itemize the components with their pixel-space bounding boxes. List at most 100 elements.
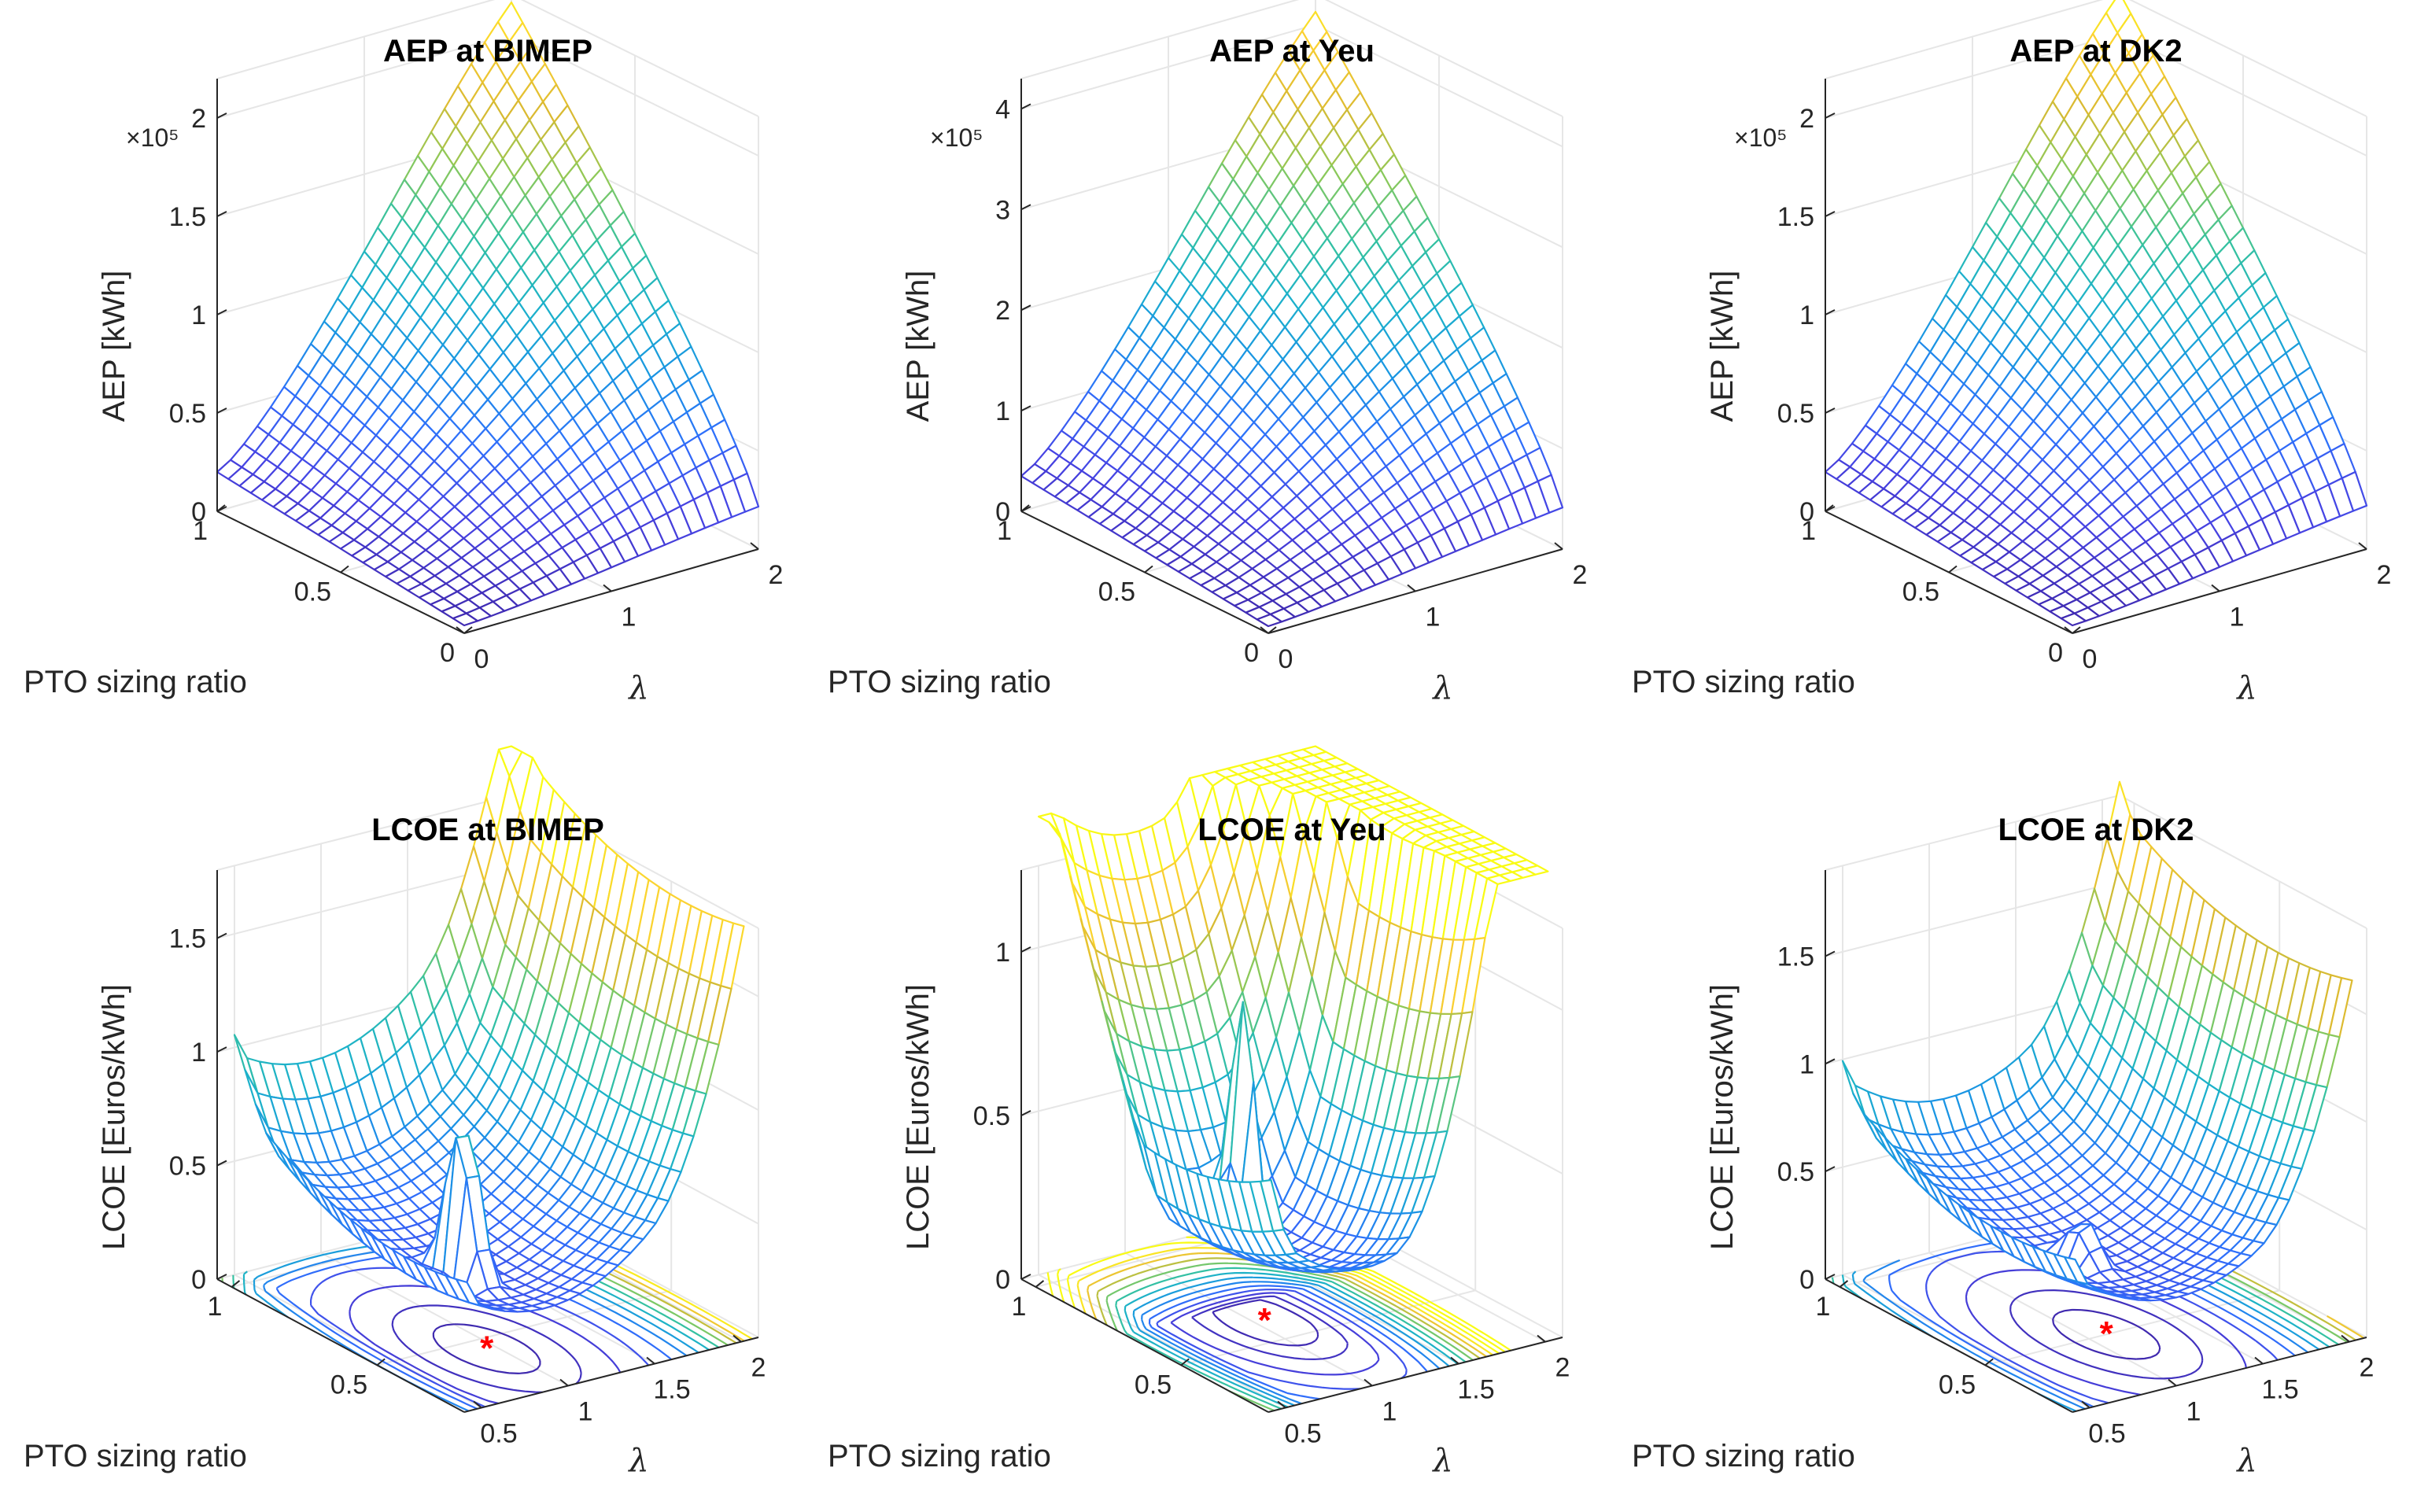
z-tick [1825, 408, 1836, 414]
y-tick-label: 0.5 [330, 1370, 367, 1400]
y-axis-label: PTO sizing ratio [24, 665, 247, 699]
y-tick-label: 0.5 [1939, 1370, 1976, 1400]
z-axis-label: LCOE [Euros/kWh] [901, 984, 935, 1250]
x-tick-label: 2 [2377, 560, 2392, 590]
x-tick-label: 2 [1555, 1353, 1570, 1383]
x-axis-label: λ [2235, 670, 2256, 706]
surface-mesh [233, 745, 745, 1313]
surface-cell [2060, 612, 2087, 627]
x-tick-label: 2 [2360, 1353, 2375, 1383]
z-tick-label: 1 [191, 301, 206, 330]
y-tick [1948, 565, 1958, 573]
panel-lcoe-yeu: * 0 0.5 1 0.5 1 0.5 1 1.5 2 LCOE at Yeu LCOE [Euros… [828, 745, 1570, 1479]
z-tick [216, 309, 227, 315]
y-tick [463, 626, 473, 634]
chart-title: AEP at DK2 [2009, 34, 2182, 68]
z-tick-label: 4 [995, 94, 1010, 124]
grid-line [320, 843, 569, 1387]
z-tick-label: 1 [191, 1038, 206, 1068]
optimum-marker: * [2100, 1315, 2114, 1353]
z-tick-label: 3 [995, 195, 1010, 225]
x-axis [2072, 1337, 2367, 1413]
x-tick [2358, 542, 2367, 550]
x-tick-label: 1.5 [2261, 1375, 2298, 1405]
z-tick [216, 211, 227, 217]
y-tick-label: 0 [1244, 638, 1259, 668]
y-tick [340, 565, 349, 573]
z-tick [1020, 204, 1031, 211]
z-axis-label: AEP [kWh] [1705, 271, 1740, 422]
x-tick-label: 1 [578, 1396, 593, 1426]
z-tick-label: 1.5 [1777, 202, 1814, 232]
z-axis-label: AEP [kWh] [901, 271, 935, 422]
y-tick [1825, 504, 1834, 512]
z-tick [1825, 211, 1836, 217]
x-tick-label: 1 [2230, 603, 2245, 632]
surface-mesh [216, 1, 760, 627]
y-tick-label: 0 [2048, 638, 2063, 668]
z-tick [1020, 405, 1031, 411]
z-tick-label: 0 [995, 497, 1010, 527]
y-axis-label: PTO sizing ratio [828, 665, 1051, 699]
x-tick-label: 1 [622, 603, 637, 632]
y-axis-label: PTO sizing ratio [1632, 1439, 1855, 1473]
z-tick [1825, 112, 1836, 119]
z-tick-label: 0 [1799, 1265, 1814, 1295]
y-tick-label: 1 [1816, 1292, 1831, 1322]
z-axis-label: AEP [kWh] [97, 271, 131, 422]
y-tick-label: 1 [193, 516, 208, 546]
x-tick [603, 584, 612, 592]
y-tick [2072, 626, 2081, 634]
z-tick [216, 112, 227, 119]
y-axis-label: PTO sizing ratio [1632, 665, 1855, 699]
y-tick-label: 0.5 [1902, 577, 1939, 607]
x-tick [456, 626, 465, 634]
y-tick-label: 1 [1012, 1292, 1027, 1322]
x-tick-label: 0 [1279, 644, 1293, 674]
surface-mesh [1824, 0, 2368, 627]
chart-title: LCOE at BIMEP [371, 813, 604, 847]
panel-lcoe-bimep: * 0 0.5 1 1.5 0.5 1 0.5 1 1.5 2 LCOE at BIMEP LCOE [… [24, 745, 766, 1479]
z-tick-label: 1 [995, 938, 1010, 968]
z-tick-label: 2 [1799, 104, 1814, 134]
optimum-marker: * [480, 1329, 494, 1368]
x-axis-label: λ [1431, 1443, 1452, 1479]
z-tick-label: 0 [1799, 497, 1814, 527]
x-tick-label: 0 [474, 644, 489, 674]
grid-line [216, 795, 512, 871]
z-tick-label: 0.5 [973, 1101, 1010, 1131]
z-tick [1020, 103, 1031, 110]
z-tick-label: 2 [995, 296, 1010, 326]
y-tick-label: 0 [440, 638, 455, 668]
x-tick-label: 2 [751, 1353, 766, 1383]
z-tick-label: 1.5 [169, 924, 206, 954]
y-tick-label: 0.5 [294, 577, 331, 607]
y-axis-label: PTO sizing ratio [24, 1439, 247, 1473]
y-tick-label: 0.5 [1135, 1370, 1172, 1400]
z-tick-label: 2 [191, 104, 206, 134]
x-axis [463, 1337, 759, 1413]
x-tick [750, 542, 759, 550]
x-tick-label: 2 [1573, 560, 1588, 590]
y-tick [216, 504, 226, 512]
x-tick [1260, 626, 1269, 634]
y-tick [1268, 626, 1277, 634]
axes [1825, 79, 2367, 634]
z-tick [1825, 309, 1836, 315]
axes [216, 79, 759, 634]
z-exponent-label: ×10⁵ [1734, 124, 1788, 152]
x-tick-label: 2 [769, 560, 784, 590]
x-tick [2064, 626, 2073, 634]
x-tick-label: 1 [1426, 603, 1441, 632]
z-tick-label: 1.5 [169, 202, 206, 232]
z-tick-label: 0.5 [1777, 399, 1814, 429]
contour-level [432, 1323, 541, 1374]
y-tick-label: 1 [997, 516, 1012, 546]
y-tick-label: 0.5 [1098, 577, 1135, 607]
z-tick-label: 1 [1799, 1049, 1814, 1079]
y-tick-label: 1 [208, 1292, 223, 1322]
chart-title: LCOE at Yeu [1197, 813, 1386, 847]
